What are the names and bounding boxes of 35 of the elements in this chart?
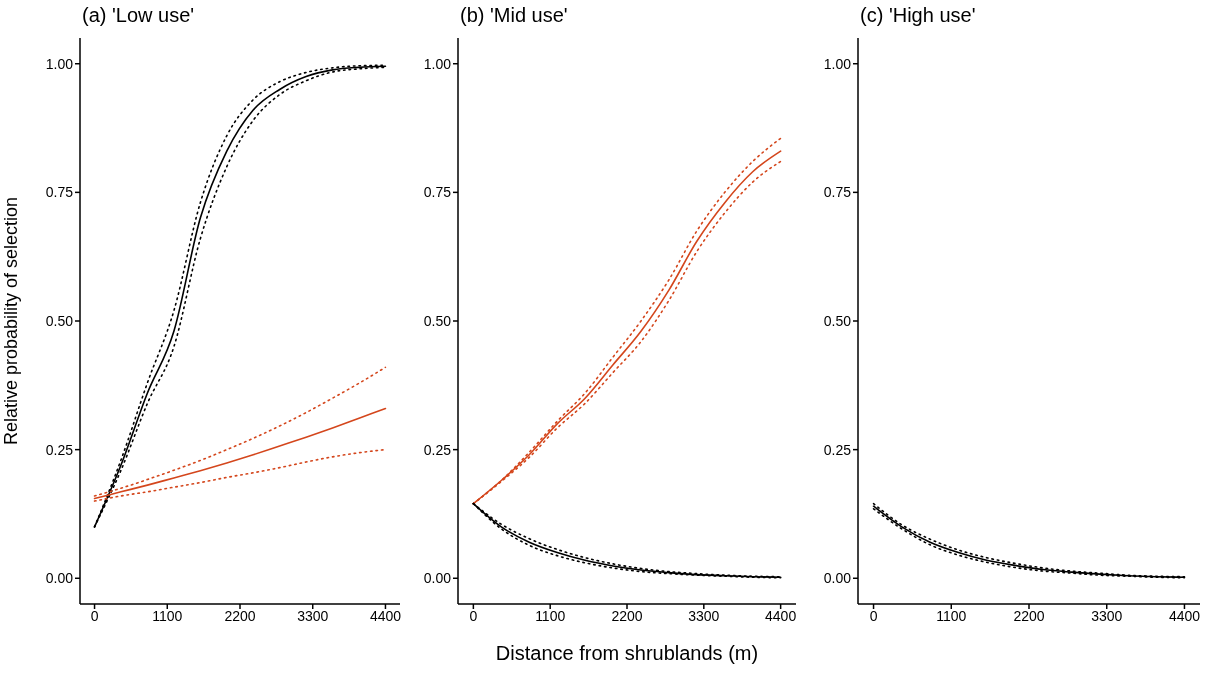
y-tick-label: 0.50 <box>423 312 452 329</box>
y-axis-title: Relative probability of selection <box>1 196 22 446</box>
y-tick-label: 0.50 <box>823 312 852 329</box>
chart-title: (b) 'Mid use' <box>460 4 568 27</box>
x-tick-label: 4400 <box>1168 607 1201 624</box>
y-tick-label: 0.25 <box>45 441 74 458</box>
y-tick-label: 0.00 <box>823 570 852 587</box>
x-tick-label: 1100 <box>152 607 183 624</box>
x-tick-label: 1100 <box>936 607 967 624</box>
x-tick-label: 1100 <box>535 607 566 624</box>
y-tick-label: 0.00 <box>45 570 74 587</box>
x-tick-label: 0 <box>90 607 99 624</box>
y-tick-label: 0.00 <box>423 570 452 587</box>
y-tick-label: 0.25 <box>423 441 452 458</box>
y-tick-label: 0.75 <box>823 184 852 201</box>
x-tick-label: 2200 <box>611 607 643 624</box>
x-tick-label: 4400 <box>369 607 402 624</box>
x-tick-label: 2200 <box>1013 607 1045 624</box>
x-tick-label: 3300 <box>297 607 329 624</box>
x-tick-label: 3300 <box>688 607 720 624</box>
y-tick-label: 0.75 <box>45 184 74 201</box>
x-tick-label: 2200 <box>224 607 256 624</box>
y-tick-label: 0.75 <box>423 184 452 201</box>
chart-title: (c) 'High use' <box>860 4 976 27</box>
x-tick-label: 0 <box>869 607 878 624</box>
y-tick-label: 0.25 <box>823 441 852 458</box>
x-tick-label: 4400 <box>765 607 797 624</box>
y-tick-label: 1.00 <box>823 55 852 72</box>
x-axis-title: Distance from shrublands (m) <box>494 642 760 665</box>
chart-title: (a) 'Low use' <box>82 4 195 27</box>
x-tick-label: 0 <box>469 607 478 624</box>
y-tick-label: 1.00 <box>45 55 74 72</box>
y-tick-label: 1.00 <box>423 55 452 72</box>
y-tick-label: 0.50 <box>45 312 74 329</box>
x-tick-label: 3300 <box>1091 607 1123 624</box>
